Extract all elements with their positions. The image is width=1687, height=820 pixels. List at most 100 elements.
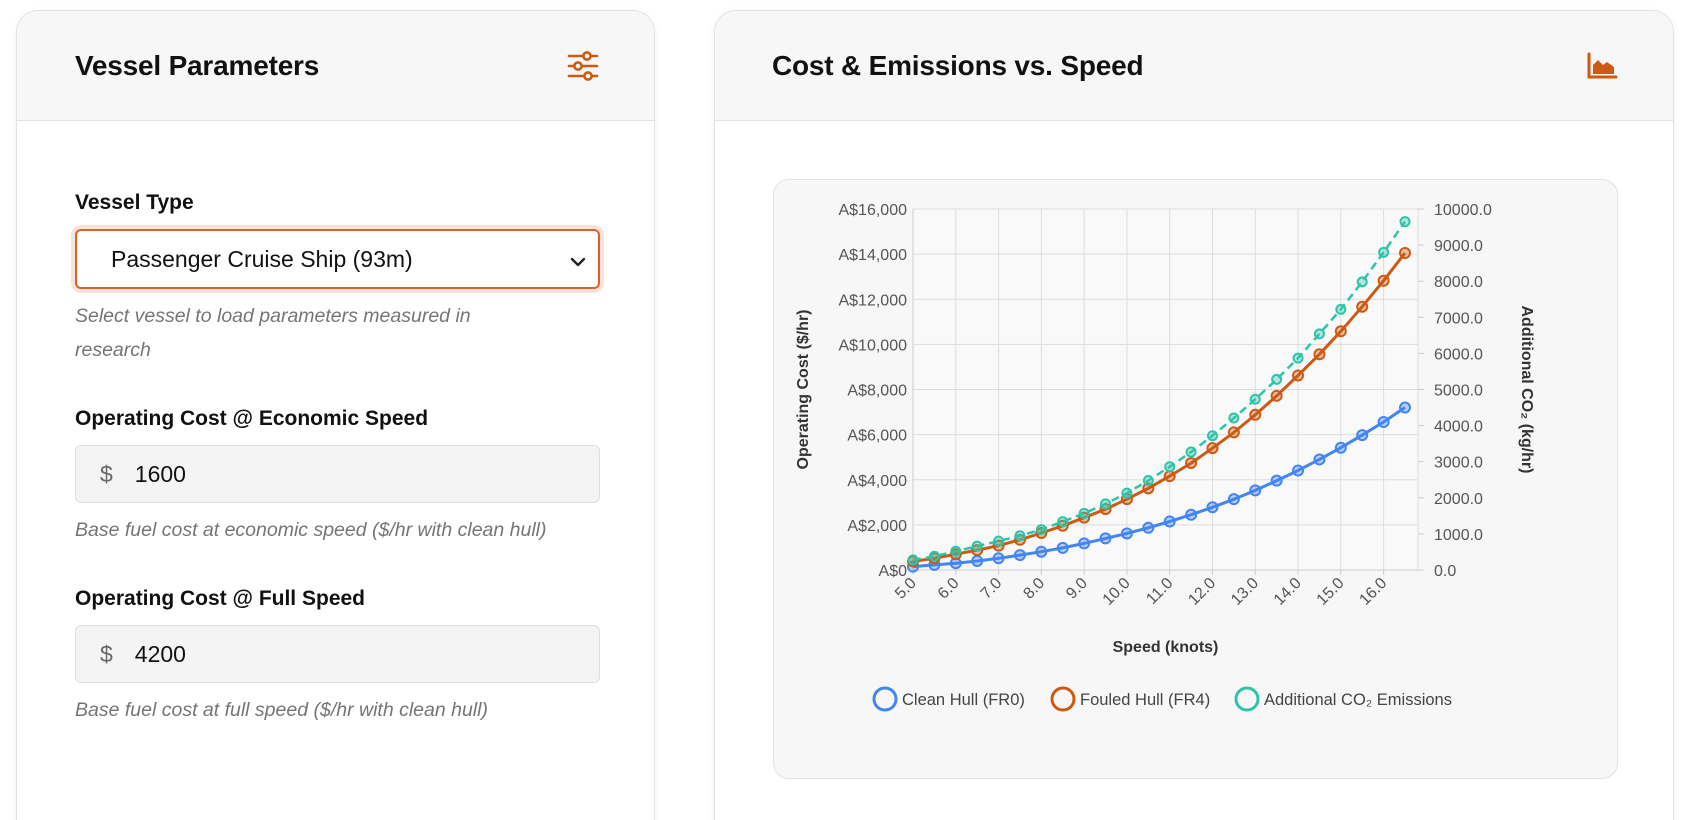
data-point xyxy=(1356,300,1369,313)
data-point xyxy=(1292,464,1305,477)
x-axis-title: Speed (knots) xyxy=(1113,639,1219,656)
data-point xyxy=(1292,369,1305,382)
data-point xyxy=(992,552,1005,565)
x-tick-label: 7.0 xyxy=(978,575,1006,603)
chevron-down-icon xyxy=(570,246,586,273)
data-point xyxy=(1163,470,1176,483)
cost-economic-field: Operating Cost @ Economic Speed $ 1600 B… xyxy=(75,407,600,547)
data-point xyxy=(928,550,940,562)
data-point xyxy=(1013,549,1026,562)
cost-emissions-card: Cost & Emissions vs. Speed A$0 A$2,000 A$4… xyxy=(714,10,1674,820)
y-tick-label: A$2,000 xyxy=(847,518,907,535)
vessel-type-select[interactable]: Passenger Cruise Ship (93m) xyxy=(75,229,600,289)
data-point xyxy=(1100,498,1112,510)
y2-axis-title: Additional CO₂ (kg/hr) xyxy=(1518,306,1535,474)
cost-economic-input[interactable]: $ 1600 xyxy=(75,445,600,503)
cost-full-input[interactable]: $ 4200 xyxy=(75,625,600,683)
cost-economic-value: 1600 xyxy=(134,460,186,487)
y-tick-label: A$10,000 xyxy=(838,337,907,354)
data-point xyxy=(1378,246,1390,258)
y2-tick-label: 9000.0 xyxy=(1434,238,1483,255)
legend-label: Fouled Hull (FR4) xyxy=(1080,691,1210,709)
y-tick-label: A$16,000 xyxy=(838,202,907,219)
vessel-parameters-header: Vessel Parameters xyxy=(17,11,654,121)
data-point xyxy=(1163,515,1176,528)
data-point xyxy=(1377,415,1390,428)
data-point xyxy=(1249,484,1262,497)
cost-emissions-title: Cost & Emissions vs. Speed xyxy=(772,49,1144,81)
data-point xyxy=(1035,524,1047,536)
data-point xyxy=(1399,246,1411,259)
y-axis-title: Operating Cost ($/hr) xyxy=(795,309,812,469)
data-point xyxy=(1356,429,1369,442)
data-point xyxy=(1313,453,1326,466)
data-point xyxy=(1142,482,1155,495)
y2-tick-label: 3000.0 xyxy=(1434,455,1483,472)
y-tick-label: A$6,000 xyxy=(847,428,907,445)
data-point xyxy=(1249,393,1261,405)
dollar-prefix: $ xyxy=(100,640,113,667)
legend-label: Additional CO₂ Emissions xyxy=(1264,691,1452,709)
data-point xyxy=(1057,516,1069,528)
data-point xyxy=(1313,328,1325,340)
y2-tick-label: 2000.0 xyxy=(1434,491,1483,508)
y-tick-label: A$0 xyxy=(879,563,908,580)
cost-economic-label: Operating Cost @ Economic Speed xyxy=(75,407,429,430)
data-point xyxy=(1164,461,1176,473)
series-line xyxy=(912,406,1406,569)
data-point xyxy=(1185,457,1198,470)
cost-economic-hint: Base fuel cost at economic speed ($/hr w… xyxy=(75,519,547,541)
data-point xyxy=(1356,276,1368,288)
data-point xyxy=(1335,303,1347,315)
cost-full-value: 4200 xyxy=(134,640,186,667)
y2-tick-label: 4000.0 xyxy=(1434,419,1483,436)
data-point xyxy=(1206,501,1219,514)
area-chart-icon xyxy=(1585,49,1619,83)
data-point xyxy=(950,545,962,557)
cost-full-label: Operating Cost @ Full Speed xyxy=(75,587,366,610)
vessel-parameters-card: Vessel Parameters Vessel Type Passenger … xyxy=(16,10,655,820)
data-point xyxy=(993,535,1005,547)
y-tick-label: A$12,000 xyxy=(838,292,907,309)
data-point xyxy=(1271,373,1283,385)
cost-emissions-chart: A$0 A$2,000 A$4,000 A$6,000 A$8,000 A$10,000 A… xyxy=(795,202,1535,712)
data-point xyxy=(1399,216,1411,228)
vessel-type-label: Vessel Type xyxy=(75,191,194,214)
data-point xyxy=(1227,426,1240,439)
data-point xyxy=(1334,441,1347,454)
legend-swatch xyxy=(1234,686,1260,712)
y2-tick-label: 7000.0 xyxy=(1434,310,1483,327)
vessel-type-hint: Select vessel to load parameters measure… xyxy=(75,305,471,361)
x-tick-label: 10.0 xyxy=(1100,575,1134,609)
x-tick-label: 13.0 xyxy=(1228,575,1262,609)
data-point xyxy=(1249,408,1262,421)
data-point xyxy=(1270,474,1283,487)
x-tick-label: 9.0 xyxy=(1063,575,1091,603)
data-point xyxy=(1121,487,1133,499)
data-point xyxy=(971,540,983,552)
data-point xyxy=(1078,537,1091,550)
cost-full-field: Operating Cost @ Full Speed $ 4200 Base … xyxy=(75,587,600,727)
data-point xyxy=(1056,541,1069,554)
x-tick-label: 16.0 xyxy=(1356,575,1390,609)
data-point xyxy=(907,554,919,566)
y2-tick-label: 0.0 xyxy=(1434,563,1456,580)
data-point xyxy=(1014,530,1026,542)
x-tick-label: 12.0 xyxy=(1185,575,1219,609)
data-point xyxy=(1142,474,1154,486)
y-tick-label: A$14,000 xyxy=(838,247,907,264)
y2-tick-label: 6000.0 xyxy=(1434,346,1483,363)
data-point xyxy=(1270,389,1283,402)
data-point xyxy=(1313,348,1326,361)
y2-tick-label: 10000.0 xyxy=(1434,202,1492,219)
data-point xyxy=(1099,532,1112,545)
data-point xyxy=(1185,508,1198,521)
y2-tick-label: 5000.0 xyxy=(1434,383,1483,400)
x-tick-label: 15.0 xyxy=(1314,575,1348,609)
chart-container: A$0 A$2,000 A$4,000 A$6,000 A$8,000 A$10,000 A… xyxy=(773,179,1618,779)
data-point xyxy=(1334,325,1347,338)
x-tick-label: 8.0 xyxy=(1020,575,1048,603)
data-point xyxy=(1399,401,1411,414)
data-point xyxy=(1292,352,1304,364)
x-tick-label: 11.0 xyxy=(1143,575,1176,608)
